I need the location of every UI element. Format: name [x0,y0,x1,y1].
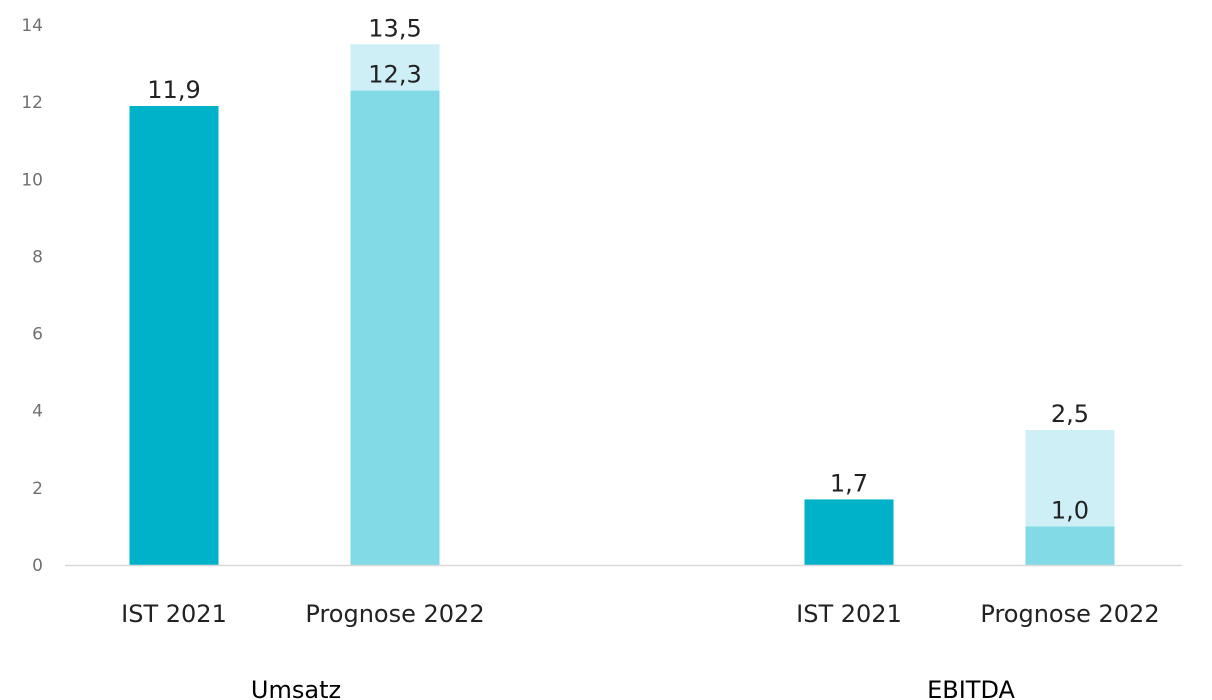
data-label: 11,9 [147,76,200,104]
data-label: 13,5 [368,14,421,42]
data-label: 2,5 [1051,400,1089,428]
category-label: IST 2021 [796,600,902,628]
y-tick-label: 12 [21,93,43,113]
y-tick-label: 10 [21,170,43,190]
y-tick-label: 4 [32,402,43,422]
y-tick-label: 0 [32,556,43,576]
data-label: 12,3 [368,61,421,89]
bars [129,44,1115,566]
bar-segment [350,44,440,91]
group-label: Umsatz [251,676,341,700]
group-labels: Umsatz EBITDA [251,676,1016,700]
bar-segment [129,106,219,565]
data-label: 1,7 [830,469,868,497]
y-tick-label: 8 [32,247,43,267]
bar-segment [350,90,440,566]
bar-segment [804,499,894,565]
y-tick-label: 6 [32,325,43,345]
category-label: Prognose 2022 [980,600,1159,628]
y-tick-label: 2 [32,479,43,499]
y-tick-label: 14 [21,16,43,36]
data-labels: 11,9 12,3 13,5 1,7 1,0 2,5 [147,14,1089,524]
y-axis: 0 2 4 6 8 10 12 14 [21,16,43,576]
group-label: EBITDA [927,676,1015,700]
data-label: 1,0 [1051,496,1089,524]
bar-segment [1025,526,1115,565]
category-label: IST 2021 [121,600,227,628]
category-label: Prognose 2022 [305,600,484,628]
category-labels: IST 2021 Prognose 2022 IST 2021 Prognose 20… [121,600,1159,628]
bar-segment [1025,430,1115,527]
